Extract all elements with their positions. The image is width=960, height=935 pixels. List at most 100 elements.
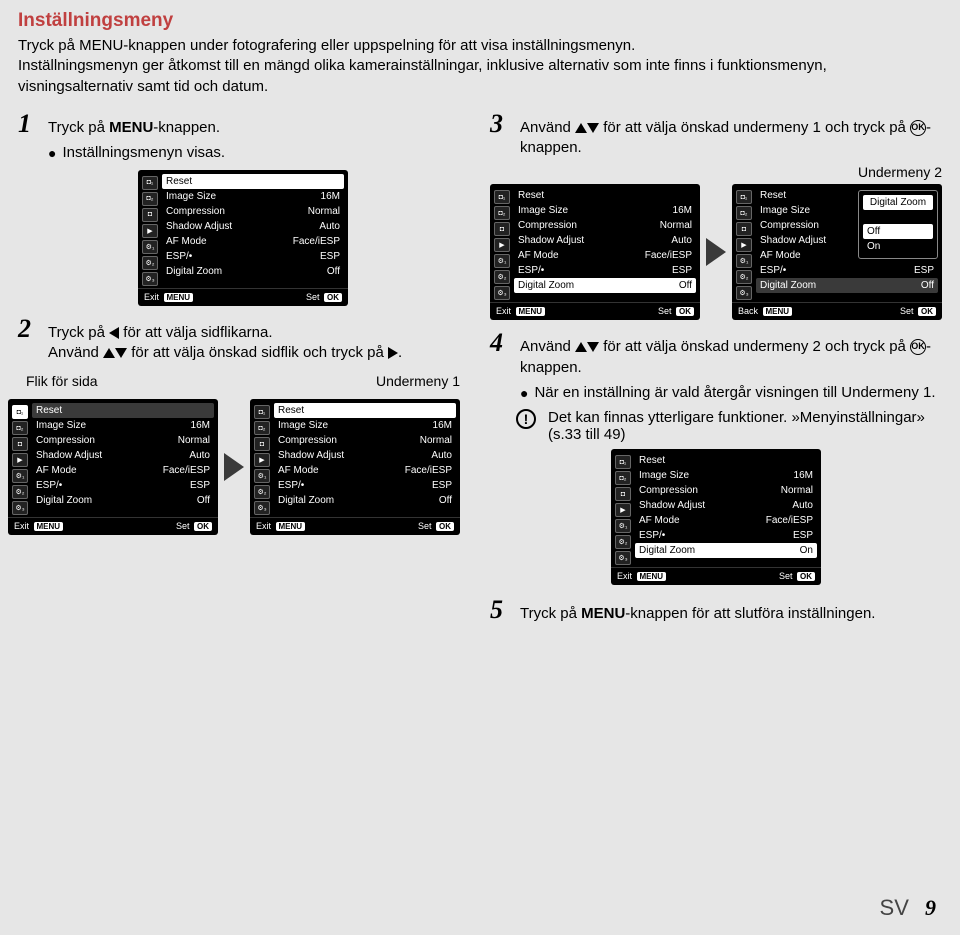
menu-tab[interactable]: ⚙₁ — [615, 519, 631, 533]
menu-row[interactable]: Image Size16M — [514, 203, 696, 218]
menu-tab[interactable]: ⚙₃ — [736, 286, 752, 300]
menu-tab[interactable]: ⚙₂ — [615, 535, 631, 549]
menu-row[interactable]: ESP/•ESP — [32, 478, 214, 493]
header-title: Inställningsmeny — [18, 10, 942, 32]
popup-opt-on[interactable]: On — [863, 239, 933, 254]
menu-row[interactable]: ESP/•ESP — [514, 263, 696, 278]
menu-tab[interactable]: ▶ — [142, 224, 158, 238]
menu-tab[interactable]: ◘₁ — [615, 455, 631, 469]
menu-row[interactable]: Reset — [162, 174, 344, 189]
menu-footer-right[interactable]: Set OK — [658, 306, 694, 316]
menu-footer-left[interactable]: Exit MENU — [617, 571, 666, 581]
menu-row[interactable]: Shadow AdjustAuto — [514, 233, 696, 248]
menu-tab[interactable]: ⚙₃ — [142, 272, 158, 286]
menu-tab[interactable]: ◘₁ — [254, 405, 270, 419]
menu-tab[interactable]: ◘ — [12, 437, 28, 451]
menu-row[interactable]: Reset — [32, 403, 214, 418]
menu-row[interactable]: AF ModeFace/iESP — [514, 248, 696, 263]
step-1: 1 Tryck på MENU-knappen. — [18, 111, 468, 138]
menu-tab[interactable]: ⚙₁ — [736, 254, 752, 268]
menu-tab[interactable]: ▶ — [12, 453, 28, 467]
menu-footer-right[interactable]: Set OK — [306, 292, 342, 302]
menu-tab[interactable]: ◘₂ — [615, 471, 631, 485]
desc2-post: ger åtkomst till en mängd olika kamerain… — [18, 57, 827, 94]
menu-row[interactable]: Image Size16M — [32, 418, 214, 433]
menu-row[interactable]: CompressionNormal — [635, 483, 817, 498]
menu-footer-right[interactable]: Set OK — [418, 521, 454, 531]
menu-tab[interactable]: ◘₂ — [736, 206, 752, 220]
menu-row[interactable]: AF ModeFace/iESP — [32, 463, 214, 478]
menu-row[interactable]: ESP/•ESP — [756, 263, 938, 278]
menu-footer-left[interactable]: Exit MENU — [256, 521, 305, 531]
menu-tab[interactable]: ▶ — [494, 238, 510, 252]
menu-row[interactable]: CompressionNormal — [514, 218, 696, 233]
menu-step1: ◘₁ ◘₂ ◘ ▶ ⚙₁ ⚙₂ ⚙₃ ResetImage Size16MCompressi… — [138, 170, 348, 306]
menu-row[interactable]: AF ModeFace/iESP — [274, 463, 456, 478]
menu-tab[interactable]: ◘ — [736, 222, 752, 236]
menu-footer-left[interactable]: Exit MENU — [496, 306, 545, 316]
menu-tab[interactable]: ⚙₁ — [494, 254, 510, 268]
step-5: 5 Tryck på MENU-knappen för att slutföra… — [490, 597, 942, 624]
menu-tab[interactable]: ◘₂ — [142, 192, 158, 206]
popup-opt-off[interactable]: Off — [863, 224, 933, 239]
menu-row[interactable]: Shadow AdjustAuto — [635, 498, 817, 513]
menu-footer-left[interactable]: Exit MENU — [14, 521, 63, 531]
menu-tab[interactable]: ◘ — [615, 487, 631, 501]
menu-row[interactable]: Digital ZoomOff — [274, 493, 456, 508]
menu-row[interactable]: Digital ZoomOn — [635, 543, 817, 558]
menu-row[interactable]: CompressionNormal — [274, 433, 456, 448]
menu-footer-right[interactable]: Set OK — [900, 306, 936, 316]
menu-tab[interactable]: ⚙₁ — [254, 469, 270, 483]
menu-row[interactable]: ESP/•ESP — [162, 249, 344, 264]
menu-row[interactable]: Reset — [635, 453, 817, 468]
menu-tab[interactable]: ⚙₂ — [142, 256, 158, 270]
menu-tab[interactable]: ⚙₂ — [12, 485, 28, 499]
menu-tab[interactable]: ◘ — [254, 437, 270, 451]
menu-tab[interactable]: ◘₁ — [142, 176, 158, 190]
menu-footer-left[interactable]: Back MENU — [738, 306, 792, 316]
menu-row[interactable]: Shadow AdjustAuto — [274, 448, 456, 463]
menu-row[interactable]: Image Size16M — [635, 468, 817, 483]
menu-tab[interactable]: ◘₂ — [254, 421, 270, 435]
menu-row[interactable]: AF ModeFace/iESP — [162, 234, 344, 249]
menu-row[interactable]: Shadow AdjustAuto — [162, 219, 344, 234]
menu-tab[interactable]: ▶ — [615, 503, 631, 517]
menu-tab[interactable]: ⚙₃ — [494, 286, 510, 300]
menu-footer-left[interactable]: Exit MENU — [144, 292, 193, 302]
menu-footer-right[interactable]: Set OK — [176, 521, 212, 531]
step-5-text: Tryck på MENU-knappen för att slutföra i… — [520, 604, 875, 624]
menu-row[interactable]: Reset — [514, 188, 696, 203]
menu-tab[interactable]: ⚙₁ — [12, 469, 28, 483]
menu-tab[interactable]: ⚙₂ — [494, 270, 510, 284]
menu-tab[interactable]: ⚙₂ — [254, 485, 270, 499]
menu-tab[interactable]: ◘₁ — [736, 190, 752, 204]
menu-row[interactable]: ESP/•ESP — [635, 528, 817, 543]
menu-row[interactable]: Image Size16M — [274, 418, 456, 433]
menu-row[interactable]: Digital ZoomOff — [32, 493, 214, 508]
menu-tab[interactable]: ⚙₃ — [615, 551, 631, 565]
menu-row[interactable]: Reset — [274, 403, 456, 418]
menu-tab[interactable]: ▶ — [254, 453, 270, 467]
menu-tab[interactable]: ⚙₂ — [736, 270, 752, 284]
menu-tab[interactable]: ◘ — [494, 222, 510, 236]
menu-tab[interactable]: ⚙₁ — [142, 240, 158, 254]
menu-row[interactable]: Image Size16M — [162, 189, 344, 204]
menu-tab[interactable]: ▶ — [736, 238, 752, 252]
menu-row[interactable]: AF ModeFace/iESP — [635, 513, 817, 528]
menu-tab[interactable]: ◘₁ — [12, 405, 28, 419]
menu-tab[interactable]: ◘₂ — [494, 206, 510, 220]
menu-tab[interactable]: ◘₁ — [494, 190, 510, 204]
menu-footer-right[interactable]: Set OK — [779, 571, 815, 581]
menu-row[interactable]: Digital ZoomOff — [756, 278, 938, 293]
menu-tab[interactable]: ⚙₃ — [254, 501, 270, 515]
desc2-pre: Inställningsmenyn — [18, 57, 138, 74]
menu-tab[interactable]: ◘₂ — [12, 421, 28, 435]
menu-row[interactable]: ESP/•ESP — [274, 478, 456, 493]
menu-row[interactable]: Digital ZoomOff — [514, 278, 696, 293]
menu-row[interactable]: CompressionNormal — [32, 433, 214, 448]
menu-row[interactable]: Shadow AdjustAuto — [32, 448, 214, 463]
menu-tab[interactable]: ⚙₃ — [12, 501, 28, 515]
menu-tab[interactable]: ◘ — [142, 208, 158, 222]
menu-row[interactable]: Digital ZoomOff — [162, 264, 344, 279]
menu-row[interactable]: CompressionNormal — [162, 204, 344, 219]
